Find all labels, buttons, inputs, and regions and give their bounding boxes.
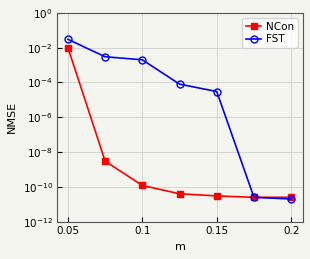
Line: FST: FST <box>64 36 294 203</box>
NCon <box>178 192 181 195</box>
FST <box>66 38 70 41</box>
FST <box>103 55 107 58</box>
Y-axis label: NMSE: NMSE <box>7 101 17 133</box>
FST <box>215 90 219 93</box>
NCon <box>289 196 293 199</box>
NCon <box>103 160 107 163</box>
NCon <box>66 46 70 49</box>
NCon <box>140 184 144 187</box>
FST <box>289 197 293 200</box>
FST <box>252 196 256 199</box>
NCon <box>215 195 219 198</box>
FST <box>178 83 181 86</box>
Line: NCon: NCon <box>65 45 294 200</box>
Legend: NCon, FST: NCon, FST <box>241 18 298 48</box>
NCon <box>252 196 256 199</box>
X-axis label: m: m <box>175 242 186 252</box>
FST <box>140 58 144 61</box>
